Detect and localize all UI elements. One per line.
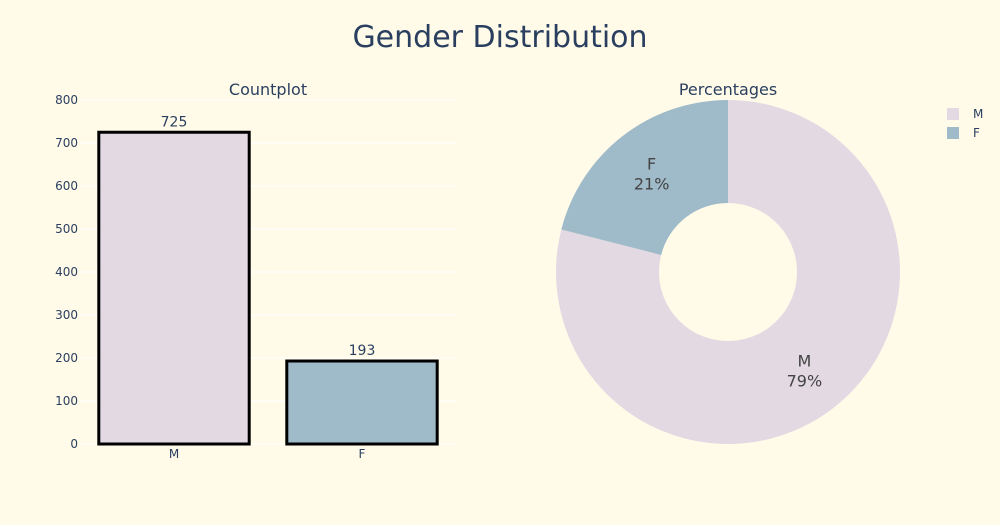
donut-chart: M79% F21% (556, 100, 900, 445)
slice-label: M (797, 351, 811, 370)
y-tick-label: 800 (55, 93, 78, 107)
y-tick-label: 400 (55, 265, 78, 279)
y-tick-label: 500 (55, 222, 78, 236)
x-tick-label: F (359, 447, 366, 461)
y-tick-label: 700 (55, 136, 78, 150)
countplot-title: Countplot (229, 80, 307, 99)
bar-f[interactable] (285, 359, 439, 446)
slice-f[interactable] (561, 100, 728, 255)
bar-value-label: 193 (349, 343, 376, 359)
legend-item-f[interactable]: F (947, 126, 980, 140)
y-tick-label: 300 (55, 308, 78, 322)
bar-value-label: 725 (161, 114, 188, 130)
legend-label: F (973, 126, 980, 140)
y-tick-label: 200 (55, 351, 78, 365)
countplot-y-axis: 0 100 200 300 400 500 600 700 800 (55, 93, 78, 451)
countplot-panel: Countplot 0 100 200 300 400 500 600 700 800 725 1… (55, 80, 456, 461)
slice-percent-label: 79% (787, 371, 823, 390)
slice-label: F (647, 155, 656, 174)
countplot-bars: 725 193 (97, 114, 439, 446)
legend-swatch (947, 108, 959, 120)
slice-percent-label: 21% (634, 175, 670, 194)
legend-label: M (973, 107, 983, 121)
percentages-title: Percentages (679, 80, 777, 99)
slice-m[interactable] (556, 100, 900, 445)
y-tick-label: 100 (55, 394, 78, 408)
legend[interactable]: MF (947, 107, 983, 140)
percentages-panel: Percentages M79% F21% (556, 80, 900, 445)
x-tick-label: M (169, 447, 179, 461)
y-tick-label: 0 (70, 437, 78, 451)
bar-m[interactable] (97, 130, 251, 446)
legend-item-m[interactable]: M (947, 107, 983, 121)
figure-title: Gender Distribution (352, 20, 647, 55)
legend-swatch (947, 127, 959, 139)
y-tick-label: 600 (55, 179, 78, 193)
